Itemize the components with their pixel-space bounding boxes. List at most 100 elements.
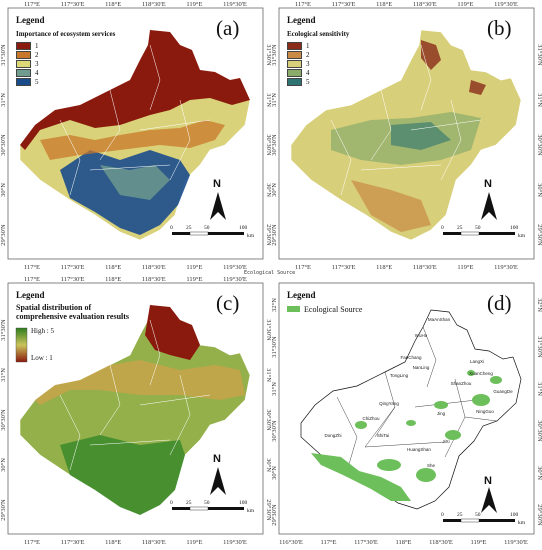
lon-tick-label: 119°30'E [494, 1, 518, 8]
lat-tick-label: 29°30'N [0, 499, 7, 521]
source-swatch [287, 306, 300, 312]
panel-label: (d) [487, 291, 512, 315]
ramp-high-label: High : 5 [31, 327, 54, 335]
city-label: ShiTai [377, 433, 389, 438]
lat-tick-label: 31°30'N [536, 336, 542, 358]
legend-class-row: 4 [16, 69, 39, 77]
caption-between: Ecological Source [244, 270, 296, 276]
lon-tick-label: 117°30'E [61, 1, 85, 8]
lat-tick-label: 30°N [0, 458, 7, 472]
lon-tick-label: 119°30'E [504, 539, 528, 546]
lat-tick-label: 31°N [265, 93, 271, 107]
zone-2 [40, 120, 225, 160]
lon-tick-label: 117°30'E [61, 539, 85, 546]
scale-label-50: 50 [204, 500, 210, 506]
lon-tick-label: 119°E [470, 539, 486, 546]
lat-tick-label: 29°30'N [536, 224, 542, 246]
legend-swatch [16, 78, 31, 86]
map-a-svg: 117°E 117°30'E 118°E 118°30'E 119°E 119°30'E … [0, 1, 271, 271]
scale-label-0: 0 [441, 512, 444, 518]
lat-tick-label: 29°30'N [271, 504, 278, 526]
lat-tick-label: 31°30'N [0, 319, 7, 341]
lon-tick-label: 119°30'E [223, 1, 247, 8]
lon-ticks-bottom: 116°30'E 117°E 117°30'E 118°E 118°30'E 119°E 1… [279, 539, 528, 546]
legend-subtitle-2: comprehensive evaluation results [16, 312, 130, 321]
lon-tick-label: 116°30'E [279, 539, 303, 546]
lat-tick-label: 31°N [0, 368, 7, 382]
lat-ticks-left: 31°30'N 31°N 30°30'N 30°N 29°30'N [0, 44, 7, 246]
lat-tick-label: 30°N [271, 183, 278, 197]
lon-tick-label: 118°30'E [429, 539, 453, 546]
lon-tick-label: 117°30'E [61, 264, 85, 271]
district-boundaries [59, 319, 211, 471]
legend-class-label: 2 [306, 51, 310, 59]
lat-tick-label: 29°30'N [265, 224, 271, 246]
legend-swatch [287, 78, 302, 86]
legend-subtitle: Ecological sensitivity [287, 30, 350, 38]
lon-tick-label: 118°30'E [142, 1, 166, 8]
lon-tick-label: 119°30'E [223, 539, 247, 546]
city-label: FanChang [400, 355, 422, 360]
district-boundaries [59, 44, 211, 196]
lon-ticks-bottom: 117°E 117°30'E 118°E 118°30'E 119°E 119°30'E [24, 539, 247, 546]
legend-item: Ecological Source [304, 305, 363, 314]
panel-b: 117°E 117°30'E 118°E 118°30'E 119°E 119°30'E … [271, 0, 542, 275]
scale-label-25: 25 [457, 512, 463, 518]
lon-tick-label: 119°E [457, 1, 473, 8]
city-label: WuHu [415, 333, 428, 338]
scale-unit: km [247, 233, 255, 239]
district-boundaries [330, 44, 482, 196]
lat-tick-label: 29°30'N [536, 504, 542, 526]
city-label: XuanCheng [469, 371, 493, 376]
legend-swatch [287, 69, 302, 77]
lat-tick-label: 29°30'N [265, 499, 271, 521]
map-b-svg: 117°E 117°30'E 118°E 118°30'E 119°E 119°30'E … [271, 1, 542, 271]
panel-d: MaAnShan WuHu XuanCheng GuangDe LangXi ChiZho… [271, 275, 542, 550]
lat-tick-label: 30°30'N [265, 409, 271, 431]
legend-swatch [287, 60, 302, 68]
city-label: ShanZhou [451, 381, 472, 386]
lat-ticks-right: 31°30'N 31°N 30°30'N 30°N 29°30'N [265, 44, 271, 246]
lon-tick-label: 119°E [186, 276, 202, 283]
lat-ticks-left: 31°30'N 31°N 30°30'N 30°N 29°30'N [0, 319, 7, 521]
zone-5 [391, 122, 451, 150]
legend-class-label: 3 [306, 60, 310, 68]
lon-tick-label: 118°E [376, 1, 392, 8]
lat-tick-label: 30°N [265, 458, 271, 472]
city-label: LangXi [470, 359, 484, 364]
scale-label-25: 25 [457, 225, 463, 231]
city-label: QingYang [379, 401, 399, 406]
legend-swatch [16, 51, 31, 59]
legend-class-label: 1 [306, 42, 310, 50]
lat-tick-label: 31°N [271, 93, 278, 107]
lon-tick-label: 119°E [186, 539, 202, 546]
lon-tick-label: 119°E [186, 1, 202, 8]
lat-tick-label: 31°30'N [536, 44, 542, 66]
legend-class-row: 3 [16, 60, 39, 68]
legend-class-label: 5 [35, 78, 39, 86]
lat-ticks-right: 31°30'N 31°N 30°30'N 30°N 29°30'N [536, 44, 542, 246]
lon-tick-label: 118°E [105, 1, 121, 8]
lon-tick-label: 119°E [457, 264, 473, 271]
lon-tick-label: 119°30'E [223, 276, 247, 283]
legend-swatch [287, 51, 302, 59]
lat-tick-label: 31°30'N [265, 44, 271, 66]
legend-subtitle-1: Spatial distribution of [16, 303, 92, 312]
lon-tick-label: 117°E [295, 264, 311, 271]
legend-swatch [16, 42, 31, 50]
city-label: Jing [437, 411, 446, 416]
lat-ticks-left: 32°N 31°30'N 31°N 30°30'N 30°N 29°30'N [271, 298, 278, 526]
lon-tick-label: 117°30'E [332, 264, 356, 271]
lon-tick-label: 117°30'E [332, 1, 356, 8]
lat-tick-label: 30°N [536, 183, 542, 197]
lon-ticks-top: 117°E 117°30'E 118°E 118°30'E 119°E 119°30'E [295, 1, 518, 8]
legend-title: Legend [287, 290, 316, 300]
city-label: MaAnShan [428, 317, 451, 322]
city-label: NingGuo [476, 409, 494, 414]
scale-label-100: 100 [239, 500, 248, 506]
lat-tick-label: 31°N [536, 382, 542, 396]
lon-tick-label: 117°E [24, 276, 40, 283]
panel-label: (c) [216, 291, 240, 315]
zone-1 [20, 30, 250, 150]
lon-tick-label: 118°E [105, 276, 121, 283]
